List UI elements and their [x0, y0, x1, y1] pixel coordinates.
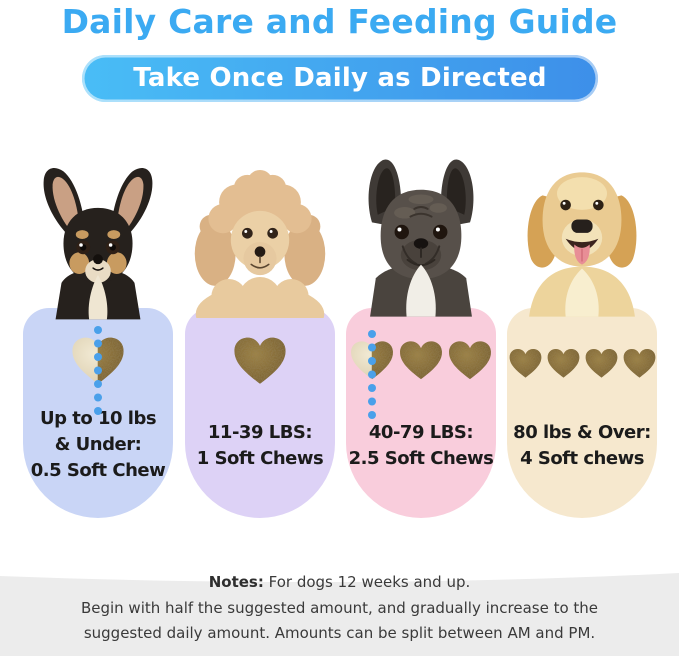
dosage-text-line: & Under:	[54, 434, 142, 455]
dosage-banner: Take Once Daily as Directed	[82, 55, 598, 102]
soft-chew-icon	[509, 349, 541, 378]
notes-label: Notes:	[208, 573, 264, 591]
chew-dose-graphic	[507, 348, 657, 379]
dosage-text-line: 11-39 LBS:	[207, 422, 313, 443]
dosage-card-medium-dog: 11-39 LBS: 1 Soft Chews	[185, 308, 335, 518]
chihuahua-photo	[43, 168, 153, 320]
french-bulldog-photo	[368, 159, 474, 317]
soft-chew-icon	[234, 337, 286, 384]
notes-line-2: Begin with half the suggested amount, an…	[80, 598, 599, 617]
dosage-text: 11-39 LBS: 1 Soft Chews	[185, 420, 335, 472]
soft-chew-icon	[585, 349, 617, 378]
poodle-photo	[194, 169, 326, 318]
dosage-text-line: 80 lbs & Over:	[513, 422, 651, 443]
dosage-card-large-dog: 40-79 LBS: 2.5 Soft Chews	[346, 308, 496, 518]
soft-chew-icon	[449, 341, 491, 380]
notes-intro: For dogs 12 weeks and up.	[263, 573, 471, 591]
dosage-text: Up to 10 lbs & Under: 0.5 Soft Chew	[23, 406, 173, 484]
dosage-text-line: 0.5 Soft Chew	[30, 460, 166, 481]
soft-chew-icon	[623, 349, 655, 378]
soft-chew-icon	[400, 341, 442, 380]
dosage-text: 40-79 LBS: 2.5 Soft Chews	[346, 420, 496, 472]
dosage-text-line: 1 Soft Chews	[196, 448, 324, 469]
notes-line-1: Notes: For dogs 12 weeks and up.	[0, 570, 679, 596]
dosage-card-xlarge-dog: 80 lbs & Over: 4 Soft chews	[507, 308, 657, 518]
dosage-text-line: 4 Soft chews	[520, 448, 644, 469]
half-dose-dotted-line	[368, 330, 376, 419]
golden-retriever-photo	[527, 172, 637, 317]
notes-background	[0, 573, 679, 656]
page-title: Daily Care and Feeding Guide	[61, 2, 618, 41]
dosage-card-small-dog: Up to 10 lbs & Under: 0.5 Soft Chew	[23, 308, 173, 518]
soft-chew-icon	[547, 349, 579, 378]
dosage-text: 80 lbs & Over: 4 Soft chews	[507, 420, 657, 472]
dosage-text-line: 40-79 LBS:	[368, 422, 474, 443]
chew-dose-graphic	[346, 340, 496, 381]
half-dose-dotted-line	[94, 326, 102, 415]
notes-section: Notes: For dogs 12 weeks and up. Begin w…	[0, 570, 679, 647]
dosage-text-line: 2.5 Soft Chews	[348, 448, 494, 469]
notes-line-3: suggested daily amount. Amounts can be s…	[83, 624, 596, 642]
chew-dose-graphic	[185, 336, 335, 386]
dosage-text-line: Up to 10 lbs	[39, 408, 157, 429]
